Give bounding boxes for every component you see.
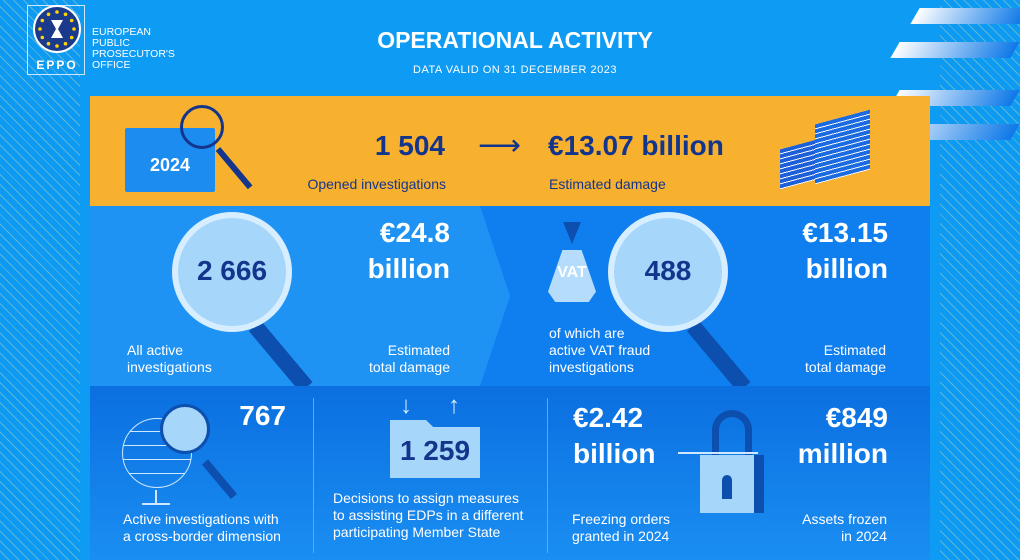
logo-abbr: EPPO — [36, 58, 78, 72]
money-stack-icon — [780, 109, 875, 190]
label-line: total damage — [805, 359, 886, 375]
assets-label: Assets frozen in 2024 — [770, 511, 887, 545]
label-line: Decisions to assign measures — [333, 490, 519, 506]
logo-line: EUROPEAN — [92, 26, 151, 38]
label-line: Active investigations with — [123, 511, 279, 527]
decisions-value: 1 259 — [399, 435, 471, 466]
freezing-label: Freezing orders granted in 2024 — [572, 511, 670, 545]
magnifier-icon — [608, 212, 728, 332]
divider — [547, 398, 548, 553]
all-active-panel — [90, 206, 510, 386]
key-icon — [678, 452, 758, 454]
label-line: granted in 2024 — [572, 528, 670, 544]
globe-stand — [155, 490, 157, 504]
label-line: investigations — [549, 359, 634, 375]
value-line: €24.8 — [379, 217, 450, 248]
all-active-damage-label: Estimated total damage — [330, 342, 450, 376]
year-label: 2024 — [149, 155, 191, 175]
freezing-value: €2.42 billion — [573, 400, 655, 472]
label-line: total damage — [369, 359, 450, 375]
opened-label: Opened investigations — [307, 176, 446, 192]
label-line: Freezing orders — [572, 511, 671, 527]
value-line: billion — [573, 438, 656, 469]
folder-icon — [390, 420, 480, 478]
label-line: participating Member State — [333, 524, 501, 540]
value-line: €2.42 — [573, 402, 644, 433]
value-line: €13.15 — [802, 217, 888, 248]
arrow-up-icon: ↑ — [448, 392, 460, 419]
value-line: million — [797, 438, 888, 469]
all-active-damage-value: €24.8 billion — [330, 215, 450, 287]
bottom-band — [90, 386, 930, 560]
vat-label: of which are active VAT fraud investigat… — [549, 325, 650, 376]
damage-label: Estimated damage — [549, 176, 666, 192]
page-subtitle: DATA VALID ON 31 DECEMBER 2023 — [413, 64, 617, 76]
page-title: OPERATIONAL ACTIVITY — [377, 27, 653, 53]
value-line: billion — [805, 253, 888, 284]
vat-damage-label: Estimated total damage — [760, 342, 886, 376]
all-active-label: All active investigations — [127, 342, 212, 376]
divider — [313, 398, 314, 553]
all-active-value: 2 666 — [196, 255, 268, 286]
label-line: Estimated — [387, 342, 450, 358]
logo-line: OFFICE — [92, 59, 131, 71]
label-line: investigations — [127, 359, 212, 375]
label-line: in 2024 — [841, 528, 887, 544]
logo-line: PROSECUTOR'S — [92, 48, 175, 60]
arrow-down-icon: ↓ — [400, 392, 412, 419]
cross-border-value: 767 — [239, 400, 286, 431]
arrow-right-icon: ⟶ — [478, 129, 522, 162]
magnifier-icon — [172, 212, 292, 332]
value-line: €849 — [825, 402, 888, 433]
vat-value: 488 — [644, 255, 692, 286]
globe-base — [142, 503, 170, 505]
vat-damage-value: €13.15 billion — [760, 215, 888, 287]
damage-value: €13.07 billion — [548, 130, 724, 161]
cross-border-label: Active investigations with a cross-borde… — [123, 511, 281, 545]
label-line: Assets frozen — [802, 511, 887, 527]
label-line: All active — [127, 342, 184, 358]
logo-name: EUROPEAN PUBLIC PROSECUTOR'S OFFICE — [92, 27, 175, 71]
logo-line: PUBLIC — [92, 37, 130, 49]
magnifier-icon — [180, 105, 224, 149]
opened-value: 1 504 — [374, 130, 445, 161]
value-line: billion — [367, 253, 450, 284]
label-line: of which are — [549, 325, 625, 341]
label-line: active VAT fraud — [549, 342, 651, 358]
eu-stars-logo-icon — [33, 5, 81, 53]
magnifier-icon — [160, 404, 210, 454]
label-line: Estimated — [823, 342, 886, 358]
label-line: a cross-border dimension — [123, 528, 281, 544]
decisions-label: Decisions to assign measures to assistin… — [333, 490, 523, 541]
assets-value: €849 million — [770, 400, 888, 472]
padlock-icon — [700, 410, 770, 515]
label-line: to assisting EDPs in a different — [333, 507, 524, 523]
vat-tag: VAT — [557, 264, 587, 281]
